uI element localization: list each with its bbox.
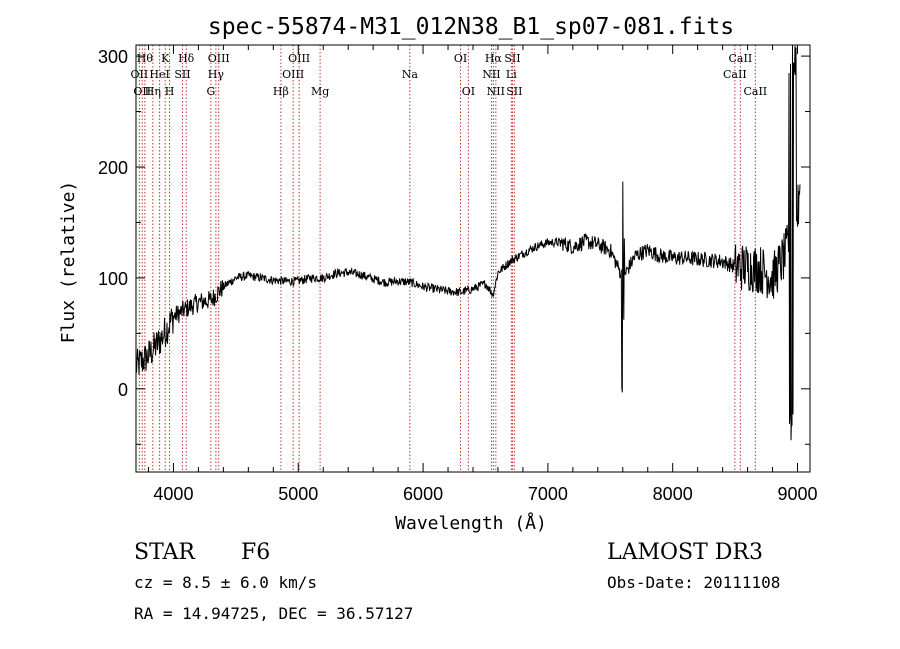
spectral-line-label: SII [506, 85, 522, 98]
chart-title: spec-55874-M31_012N38_B1_sp07-081.fits [208, 14, 734, 40]
spectral-line-label: Hδ [178, 52, 195, 65]
y-tick-label: 200 [98, 158, 128, 178]
spectral-line-label: CaII [723, 68, 747, 81]
spectral-line-label: Hθ [137, 52, 154, 65]
spectral-line-label: Mg [311, 85, 329, 98]
spectral-line-label: CaII [729, 52, 753, 65]
spectral-line-label: Hη [145, 85, 161, 98]
spectral-line-label: HeI [149, 68, 169, 81]
spectral-line-label: OI [454, 52, 467, 65]
y-tick-label: 300 [98, 47, 128, 67]
survey-name: LAMOST DR3 [607, 540, 763, 565]
spectral-line-label: NII [482, 68, 500, 81]
spectrum-line [135, 44, 801, 441]
x-tick-label: 9000 [777, 484, 817, 504]
y-axis-label: Flux (relative) [58, 181, 79, 344]
x-tick-label: 4000 [153, 484, 193, 504]
spectral-line-label: OII [133, 85, 151, 98]
spectral-line-label: OIII [282, 68, 304, 81]
spectral-line-label: G [206, 85, 215, 98]
spectral-subclass: F6 [241, 540, 271, 565]
coordinates: RA = 14.94725, DEC = 36.57127 [134, 604, 414, 623]
x-tick-label: 8000 [653, 484, 693, 504]
observation-date: Obs-Date: 20111108 [607, 573, 781, 592]
spectral-line-label: Hα [485, 52, 503, 65]
spectral-line-label: SII [174, 68, 190, 81]
spectral-line-label: Hβ [273, 85, 289, 98]
x-tick-label: 6000 [403, 484, 443, 504]
spectral-line-label: Hγ [208, 68, 225, 81]
x-tick-label: 5000 [278, 484, 318, 504]
y-tick-label: 0 [118, 380, 128, 400]
spectral-line-label: OIII [288, 52, 310, 65]
object-class: STAR [134, 540, 195, 565]
spectral-line-label: H [165, 85, 175, 98]
spectral-line-label: SII [504, 52, 520, 65]
spectral-line-label: CaII [743, 85, 767, 98]
spectral-line-label: OII [131, 68, 149, 81]
spectral-line-label: K [161, 52, 170, 65]
spectral-line-label: Na [402, 68, 419, 81]
spectral-line-label: OI [462, 85, 475, 98]
radial-velocity: cz = 8.5 ± 6.0 km/s [134, 573, 318, 592]
spectral-line-label: OIII [208, 52, 230, 65]
spectral-line-label: Li [506, 68, 517, 81]
spectral-line-label: NII [487, 85, 505, 98]
x-axis-label: Wavelength (Å) [395, 512, 547, 534]
y-tick-label: 100 [98, 269, 128, 289]
x-tick-label: 7000 [528, 484, 568, 504]
